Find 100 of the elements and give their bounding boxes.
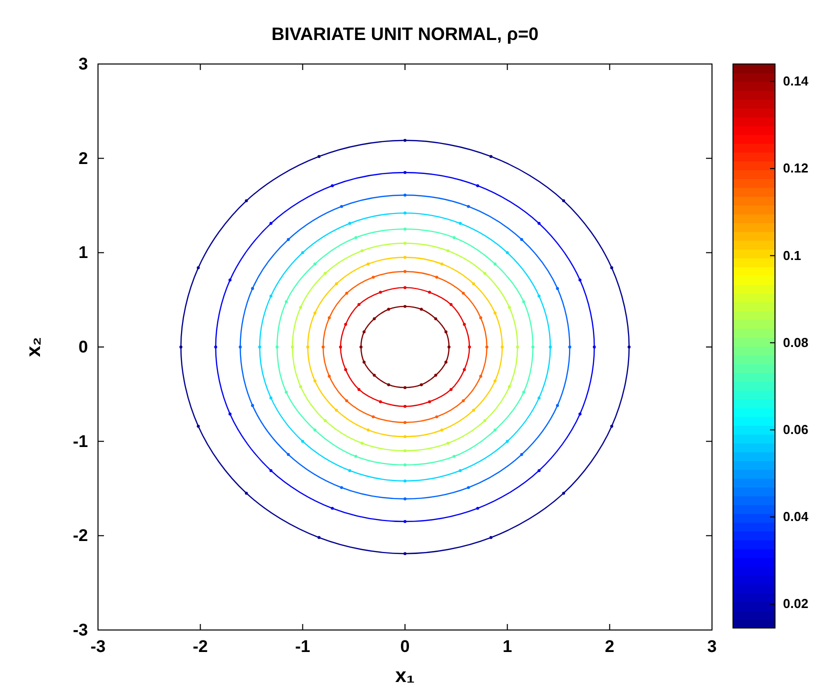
point [344,322,348,326]
point [483,272,486,275]
point [420,308,423,311]
point [531,346,534,348]
point [334,282,338,286]
point [301,251,304,254]
point [428,400,432,404]
point [404,449,406,452]
point [404,497,406,500]
point [520,453,524,456]
point [462,399,465,402]
point [538,396,541,400]
point [479,374,482,378]
y-tick-label: 2 [78,148,88,168]
point [522,390,526,394]
point [313,312,316,315]
point [610,266,614,270]
point [286,238,290,241]
point [508,385,511,388]
point [476,506,480,510]
point [548,346,552,348]
point [404,552,406,556]
point [428,290,432,294]
point [592,346,596,348]
point [568,346,572,348]
chart-title: BIVARIATE UNIT NORMAL, ρ=0 [272,24,538,44]
point [404,286,406,290]
point [366,428,370,432]
point [420,383,423,386]
point [446,249,450,252]
color-bar-label: 0.12 [783,160,808,176]
point [404,228,406,231]
point [404,435,406,438]
point [330,184,334,188]
color-bar-label: 0.06 [783,422,808,437]
point [313,379,316,382]
point [387,308,390,311]
point [286,453,290,456]
point [214,346,218,348]
point [476,184,480,188]
point [244,199,248,202]
point [562,199,566,202]
color-bar-label: 0.04 [783,509,810,524]
point [284,390,288,394]
point [522,300,526,304]
point [483,419,486,422]
point [269,469,272,472]
point [354,454,358,458]
y-tick-label: -3 [72,620,88,640]
point [328,374,331,378]
point [404,256,406,259]
point [538,222,541,225]
point [313,428,316,432]
point [562,492,566,495]
point [444,360,448,364]
point [301,440,304,443]
point [500,346,504,348]
point [324,419,327,422]
color-bar-label: 0.1 [783,248,802,263]
point [610,424,614,428]
x-tick-label: 3 [707,637,717,656]
point [462,292,465,295]
point [462,368,466,372]
point [434,374,438,377]
y-axis-title: x₂ [23,336,45,358]
point [366,262,370,266]
point [306,346,310,348]
x-tick-label: -2 [192,637,208,656]
point [440,428,444,432]
point [299,306,302,309]
point [404,463,406,466]
x-tick-label: -1 [295,637,310,656]
color-bar-label: 0.14 [783,74,810,89]
point [284,300,288,304]
point [404,194,406,197]
point [404,138,406,142]
point [472,282,476,286]
point [520,238,524,241]
point [372,317,376,320]
point [196,424,200,428]
point [435,276,438,279]
point [269,294,272,298]
point [328,316,331,320]
x-axis-title: x₁ [395,665,415,687]
point [196,266,200,270]
point [348,469,352,472]
point [404,242,406,245]
point [446,442,450,445]
point [345,292,348,295]
point [354,236,358,240]
color-bar-label: 0.02 [783,596,808,612]
point [362,360,366,364]
point [378,290,382,294]
point [506,440,509,443]
point [435,415,438,418]
x-tick-label: 1 [502,637,512,656]
point [508,306,511,309]
point [516,346,520,348]
point [434,317,438,320]
point [372,374,376,377]
